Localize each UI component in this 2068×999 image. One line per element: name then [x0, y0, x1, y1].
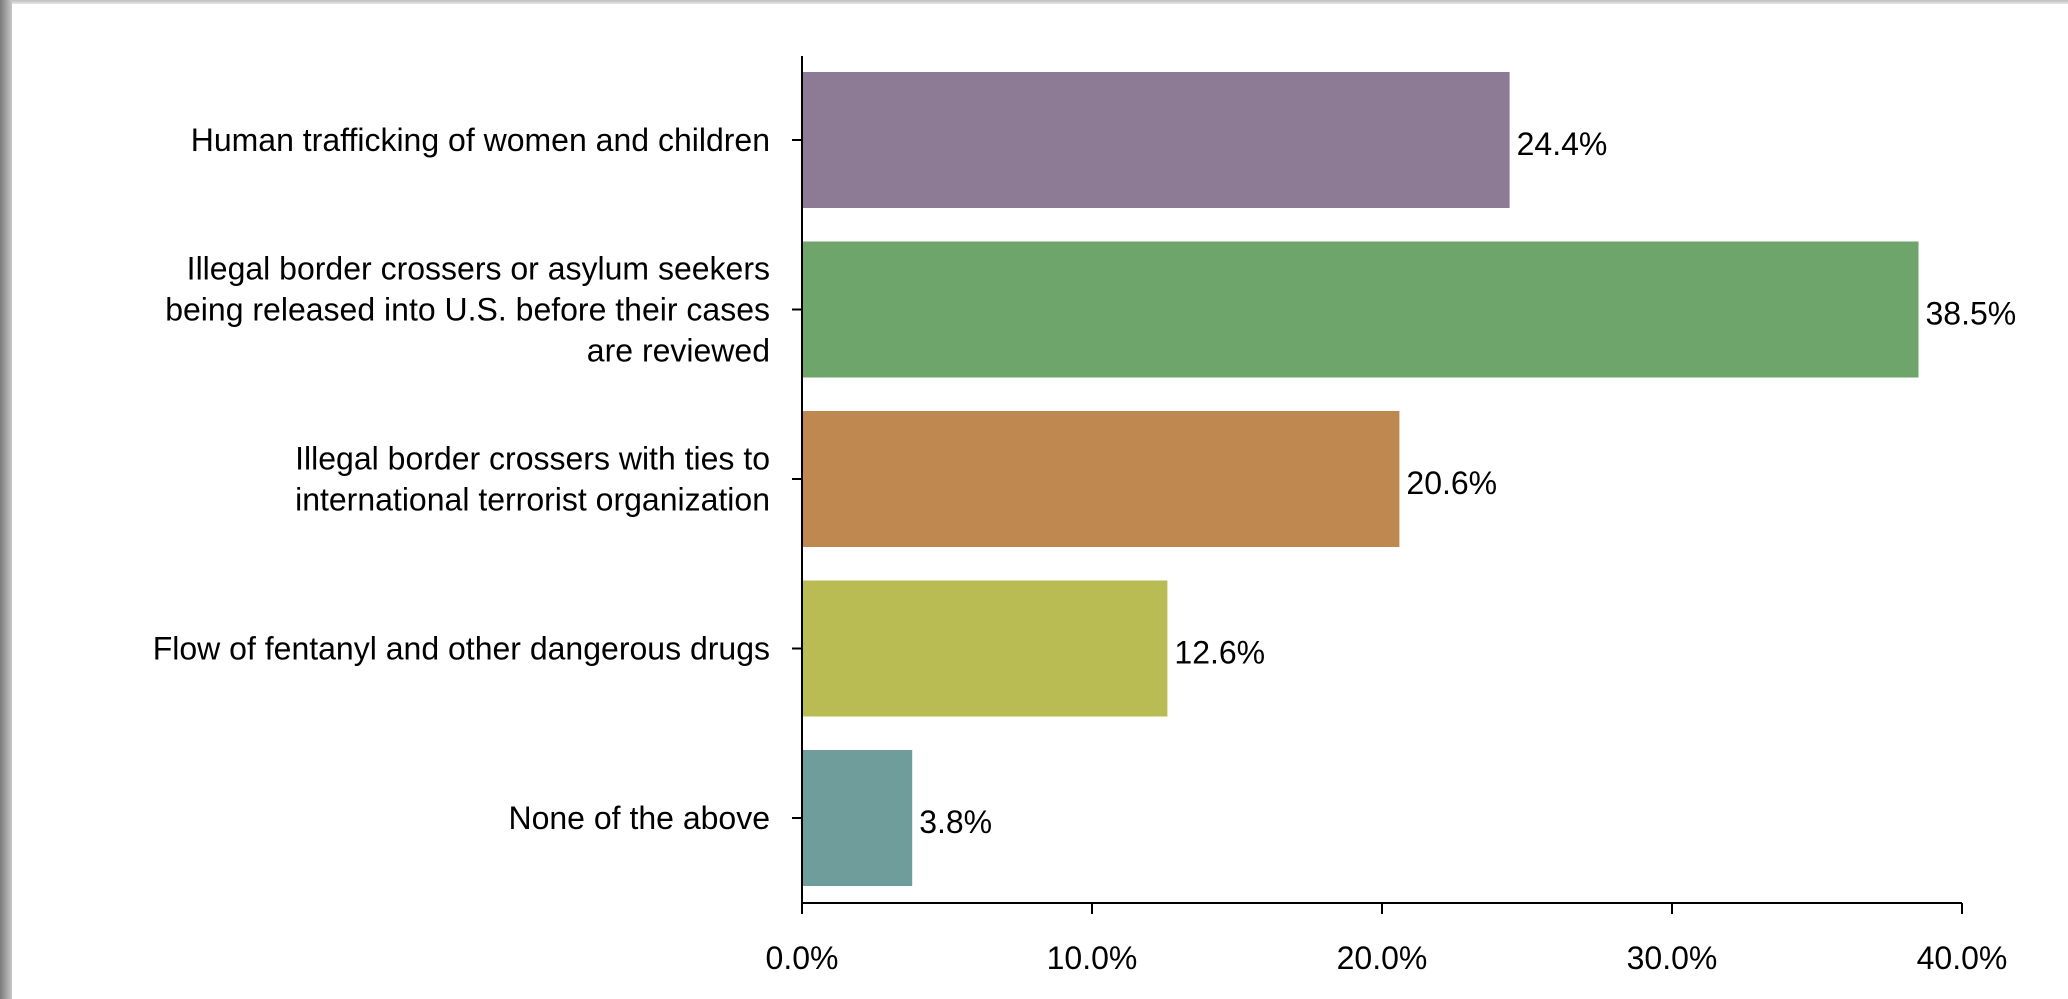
bar-4 — [802, 750, 913, 886]
x-tick-label-4: 40.0% — [1917, 940, 2008, 976]
value-label-4: 3.8% — [919, 804, 992, 840]
value-label-0: 24.4% — [1517, 126, 1608, 162]
x-tick-label-1: 10.0% — [1047, 940, 1138, 976]
value-label-1: 38.5% — [1926, 296, 2017, 332]
category-label-4: None of the above — [508, 800, 770, 836]
window-frame-top — [0, 0, 2068, 4]
bars-group — [802, 72, 1919, 886]
category-label-1: Illegal border crossers or asylum seeker… — [165, 251, 770, 369]
bar-1 — [802, 241, 1919, 378]
x-tick-label-3: 30.0% — [1627, 940, 1718, 976]
category-label-0: Human trafficking of women and children — [191, 122, 770, 158]
x-tick-label-2: 20.0% — [1337, 940, 1428, 976]
bar-3 — [802, 580, 1168, 717]
axes: 0.0% 10.0% 20.0% 30.0% 40.0% — [766, 56, 2008, 976]
bar-0 — [802, 72, 1510, 208]
value-label-3: 12.6% — [1174, 635, 1265, 671]
bar-2 — [802, 411, 1400, 547]
x-tick-label-0: 0.0% — [766, 940, 839, 976]
category-label-3: Flow of fentanyl and other dangerous dru… — [153, 631, 770, 667]
value-label-2: 20.6% — [1406, 465, 1497, 501]
category-label-2: Illegal border crossers with ties to inte… — [295, 441, 770, 518]
window-frame-left — [0, 0, 12, 999]
category-labels: Human trafficking of women and children I… — [153, 122, 770, 836]
value-labels: 24.4% 38.5% 20.6% 12.6% 3.8% — [919, 126, 2016, 840]
